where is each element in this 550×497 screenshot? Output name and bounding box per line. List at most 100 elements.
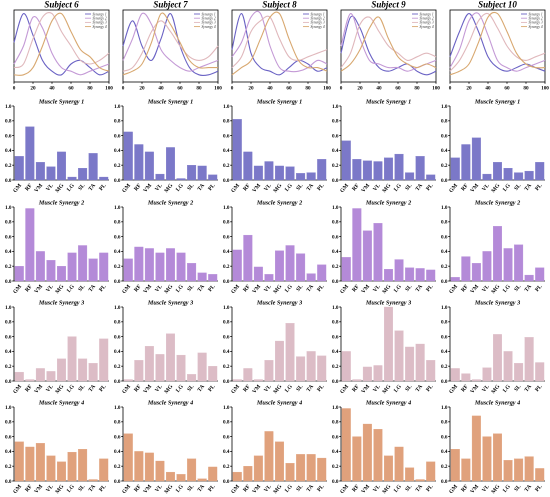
legend-label: Synergy 3 — [420, 21, 434, 25]
subject-title: Subject 10 — [478, 0, 517, 10]
bar-GM — [123, 379, 133, 382]
bar-TA — [524, 337, 534, 382]
y-tick-label: 0.8 — [223, 220, 230, 226]
legend-label: Synergy 3 — [202, 21, 216, 25]
y-tick-label: 0.6 — [441, 334, 448, 340]
y-tick-label: 0.8 — [114, 119, 121, 125]
y-tick-label: 0.8 — [114, 220, 121, 226]
y-tick-label: 0.4 — [332, 349, 339, 355]
x-category-label: SL — [295, 183, 304, 192]
bar-VM — [144, 248, 154, 282]
bar-LG — [67, 252, 77, 282]
y-tick-label: 0.6 — [332, 133, 339, 139]
x-category-label: TA — [197, 484, 206, 493]
plot-frame — [231, 9, 328, 83]
y-tick-label: 0.4 — [114, 249, 121, 255]
y-tick-label: 0.8 — [5, 220, 12, 226]
y-tick-label: 0.8 — [332, 320, 339, 326]
y-tick-label: 0.6 — [114, 133, 121, 139]
x-category-label: GM — [230, 182, 241, 194]
y-tick-label: 0.0 — [223, 178, 230, 184]
bar-SL — [514, 458, 524, 482]
y-tick-label: 0.2 — [441, 264, 448, 270]
y-tick-label: 0.0 — [441, 379, 448, 385]
bar-PL — [99, 338, 109, 382]
legend-label: Synergy 3 — [311, 21, 325, 25]
bar-PL — [535, 162, 545, 181]
series-line-synergy-3 — [340, 16, 437, 68]
y-tick-label: 1.0 — [5, 305, 12, 311]
x-category-label: TA — [415, 284, 424, 293]
x-category-label: SL — [295, 284, 304, 293]
bar-SL — [78, 245, 88, 282]
x-category-label: PL — [98, 484, 107, 494]
x-category-label: LG — [284, 383, 294, 394]
x-tick-label: 80 — [305, 86, 311, 92]
x-category-label: MG — [382, 283, 393, 295]
bar-PL — [426, 269, 436, 282]
bar-SL — [405, 467, 415, 482]
x-category-label: GM — [121, 283, 132, 295]
x-category-label: RF — [351, 283, 361, 293]
x-category-label: MG — [273, 283, 284, 295]
x-category-label: MG — [491, 283, 502, 295]
panel-title: Muscle Synergy 4 — [365, 400, 411, 407]
x-category-label: PL — [425, 183, 434, 193]
bar-PL — [426, 360, 436, 382]
panel-title: Muscle Synergy 1 — [474, 99, 520, 106]
bar-VL — [482, 173, 492, 181]
bar-VL — [46, 260, 56, 282]
y-tick-label: 0.6 — [332, 434, 339, 440]
x-tick-label: 60 — [68, 86, 74, 92]
x-category-label: VM — [34, 483, 45, 495]
bar-TA — [88, 258, 98, 282]
x-tick-label: 40 — [49, 86, 55, 92]
legend-label: Synergy 3 — [529, 21, 543, 25]
x-category-label: PL — [207, 183, 216, 193]
bar-PL — [317, 159, 327, 181]
panel-title: Muscle Synergy 3 — [365, 300, 411, 307]
legend-label: Synergy 4 — [93, 25, 107, 29]
x-tick-label: 60 — [504, 86, 510, 92]
x-category-label: SL — [295, 484, 304, 493]
y-tick-label: 1.0 — [332, 405, 339, 411]
y-tick-label: 1.0 — [332, 305, 339, 311]
y-tick-label: 0.8 — [441, 119, 448, 125]
x-category-label: LG — [66, 182, 76, 193]
bar-panel-r4-c5: Muscle Synergy 4 0.0 0.2 0.4 0.6 0.8 1.0 GM RF VM… — [441, 400, 545, 495]
x-category-label: TA — [88, 384, 97, 393]
bar-TA — [415, 479, 425, 482]
y-tick-label: 0.0 — [441, 279, 448, 285]
bar-TA — [415, 343, 425, 382]
bar-RF — [461, 458, 471, 482]
bar-panel-r2-c2: Muscle Synergy 2 0.0 0.2 0.4 0.6 0.8 1.0 GM RF VM… — [114, 200, 218, 295]
panel-title: Muscle Synergy 3 — [256, 300, 302, 307]
bar-GM — [341, 140, 351, 181]
y-tick-label: 0.2 — [5, 264, 12, 270]
x-category-label: LG — [66, 283, 76, 294]
y-tick-label: 0.0 — [441, 479, 448, 485]
legend-label: Synergy 1 — [529, 12, 543, 16]
bar-panel-r4-c3: Muscle Synergy 4 0.0 0.2 0.4 0.6 0.8 1.0 GM RF VM… — [223, 400, 327, 495]
bar-MG — [384, 455, 393, 482]
bar-MG — [493, 334, 502, 382]
bar-GM — [341, 257, 351, 282]
x-category-label: VL — [154, 484, 164, 494]
y-tick-label: 1.0 — [223, 305, 230, 311]
subject-title: Subject 9 — [371, 0, 406, 10]
bar-LG — [67, 336, 77, 382]
x-category-label: RF — [460, 182, 470, 192]
bar-LG — [503, 168, 513, 181]
x-category-label: LG — [66, 383, 76, 394]
x-category-label: GM — [448, 483, 459, 495]
bar-MG — [275, 441, 284, 482]
x-category-label: LG — [502, 283, 512, 294]
bar-RF — [243, 151, 253, 181]
bar-MG — [166, 147, 175, 181]
x-category-label: SL — [513, 183, 522, 192]
y-tick-label: 1.0 — [114, 104, 121, 110]
bar-TA — [524, 274, 534, 282]
x-category-label: VL — [154, 284, 164, 294]
y-tick-label: 0.0 — [114, 178, 121, 184]
y-tick-label: 0.4 — [223, 249, 230, 255]
